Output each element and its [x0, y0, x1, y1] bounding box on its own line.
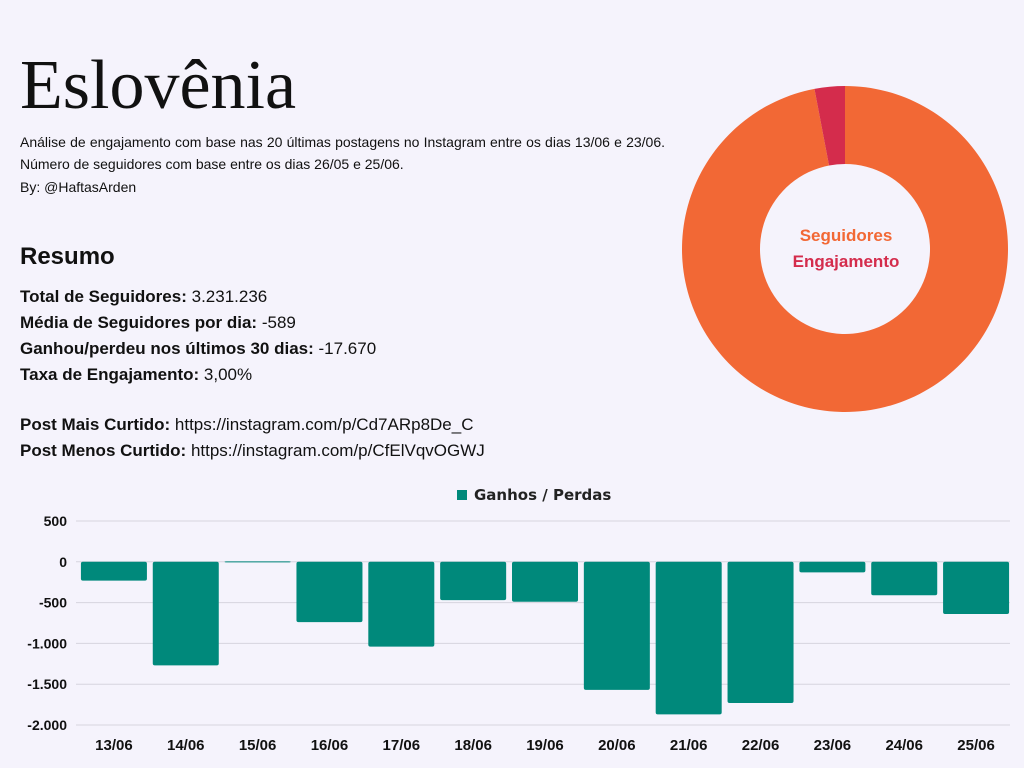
donut-label-followers: Seguidores [799, 226, 893, 245]
chart-legend: Ganhos / Perdas [457, 486, 611, 504]
avg-followers-label: Média de Seguidores por dia: [20, 313, 258, 332]
x-tick-label: 24/06 [885, 737, 923, 754]
bar-25-06 [943, 561, 1010, 615]
summary-stats: Total de Seguidores: 3.231.236 Média de … [20, 284, 376, 388]
bar-chart: 500 0 -500 -1.000 -1.500 -2.000 Ganhos / Perda… [27, 486, 1010, 754]
bar-21-06 [655, 561, 722, 715]
bar-22-06 [727, 561, 794, 703]
post-links: Post Mais Curtido: https://instagram.com… [20, 412, 485, 464]
x-tick-label: 18/06 [454, 737, 492, 754]
x-tick-label: 17/06 [383, 737, 421, 754]
donut-label-engagement: Engajamento [792, 252, 900, 271]
y-tick-label: -1.000 [27, 635, 67, 651]
x-tick-label: 15/06 [239, 737, 277, 754]
total-followers-label: Total de Seguidores: [20, 287, 187, 306]
bar-24-06 [871, 561, 938, 596]
legend-swatch [457, 490, 467, 500]
x-tick-label: 16/06 [311, 737, 349, 754]
gain-loss-value: -17.670 [318, 339, 377, 358]
y-tick-label: -2.000 [27, 717, 67, 733]
x-tick-label: 13/06 [95, 737, 133, 754]
gain-loss-row: Ganhou/perdeu nos últimos 30 dias: -17.6… [20, 336, 376, 362]
x-tick-label: 23/06 [814, 737, 852, 754]
y-tick-label: 500 [44, 513, 68, 529]
x-tick-label: 22/06 [742, 737, 780, 754]
most-liked-link[interactable]: https://instagram.com/p/Cd7ARp8De_C [174, 415, 474, 434]
donut-chart [682, 86, 1008, 413]
least-liked-label: Post Menos Curtido: [20, 441, 187, 460]
bar-15-06 [224, 561, 291, 563]
y-tick-label: -1.500 [27, 676, 67, 692]
x-tick-label: 21/06 [670, 737, 708, 754]
bar-13-06 [80, 561, 147, 581]
least-liked-row: Post Menos Curtido: https://instagram.co… [20, 438, 485, 464]
bar-19-06 [512, 561, 578, 602]
donut-slice-seguidores [682, 86, 1008, 413]
avg-followers-value: -589 [261, 313, 296, 332]
engagement-rate-row: Taxa de Engajamento: 3,00% [20, 362, 376, 388]
total-followers-value: 3.231.236 [191, 287, 268, 306]
page-title: Eslovênia [20, 47, 297, 124]
y-tick-label: 0 [59, 554, 67, 570]
avg-followers-row: Média de Seguidores por dia: -589 [20, 310, 376, 336]
bar-17-06 [368, 561, 435, 647]
bar-18-06 [440, 561, 507, 601]
gain-loss-label: Ganhou/perdeu nos últimos 30 dias: [20, 339, 314, 358]
bar-20-06 [583, 561, 650, 690]
engagement-rate-label: Taxa de Engajamento: [20, 365, 200, 384]
engagement-rate-value: 3,00% [203, 365, 253, 384]
x-tick-label: 19/06 [526, 737, 564, 754]
summary-heading: Resumo [20, 243, 115, 270]
y-tick-label: -500 [39, 595, 67, 611]
x-tick-label: 25/06 [957, 737, 995, 754]
most-liked-label: Post Mais Curtido: [20, 415, 171, 434]
donut-slice-engajamento [814, 86, 845, 166]
x-tick-label: 20/06 [598, 737, 636, 754]
bar-14-06 [152, 561, 219, 666]
legend-label: Ganhos / Perdas [474, 486, 611, 504]
bar-23-06 [799, 561, 866, 573]
total-followers-row: Total de Seguidores: 3.231.236 [20, 284, 376, 310]
page-subtitle: Análise de engajamento com base nas 20 ú… [20, 134, 665, 172]
byline: By: @HaftasArden [20, 179, 137, 195]
least-liked-link[interactable]: https://instagram.com/p/CfElVqvOGWJ [190, 441, 485, 460]
most-liked-row: Post Mais Curtido: https://instagram.com… [20, 412, 485, 438]
bar-16-06 [296, 561, 363, 623]
x-tick-label: 14/06 [167, 737, 205, 754]
